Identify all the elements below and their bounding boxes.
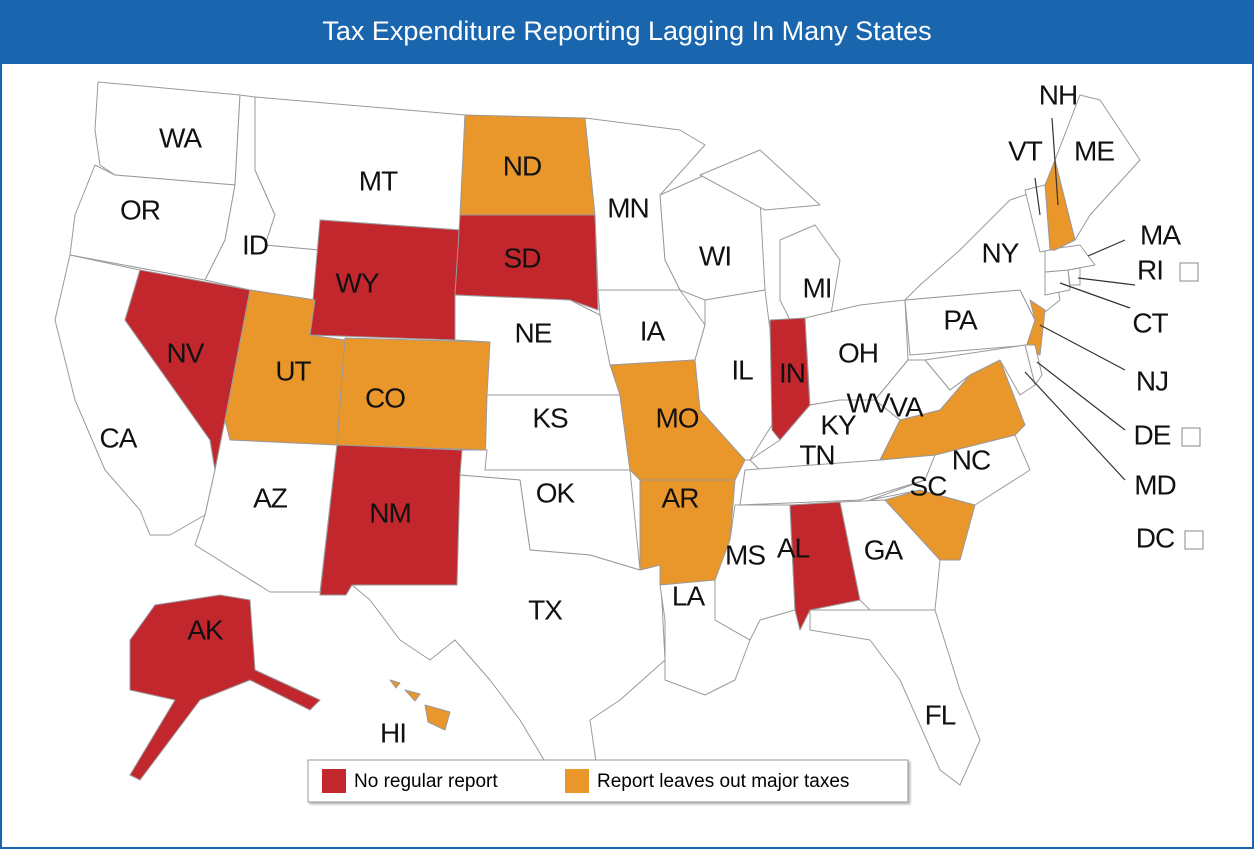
state-label: NE xyxy=(515,317,552,348)
state-label: WV xyxy=(846,387,890,418)
leader-line xyxy=(1024,371,1126,481)
state-shape xyxy=(1054,94,1141,241)
legend: No regular report Report leaves out majo… xyxy=(307,759,909,803)
state-label: FL xyxy=(925,699,956,730)
state-label: PA xyxy=(943,304,978,335)
state-label: OK xyxy=(536,477,576,508)
state-label: DE xyxy=(1134,419,1171,450)
state-shape xyxy=(424,704,451,731)
state-label: MI xyxy=(802,272,831,303)
leader-line xyxy=(1051,117,1059,206)
title: Tax Expenditure Reporting Lagging In Man… xyxy=(322,16,931,46)
state-label: AZ xyxy=(253,482,288,513)
state-label: LA xyxy=(672,580,706,611)
state-shape xyxy=(699,149,821,211)
state-label: TN xyxy=(799,439,834,470)
labels: WA OR CA NV ID MT WY UT CO AZ NM ND SD NE KS OK TX MN IA MO… xyxy=(100,79,1204,748)
state-label: KS xyxy=(532,402,568,433)
state-label: IN xyxy=(779,357,805,388)
legend-swatch xyxy=(565,769,589,793)
state-shape xyxy=(389,679,401,689)
state-label: SD xyxy=(504,242,541,273)
state-label: NJ xyxy=(1136,365,1168,396)
state-label: UT xyxy=(275,355,311,386)
state-label: MD xyxy=(1134,469,1176,500)
leader-line xyxy=(1036,361,1126,431)
state-label: MA xyxy=(1140,219,1181,250)
state-label: DC xyxy=(1136,522,1175,553)
state-label: NV xyxy=(167,337,205,368)
state-label: AK xyxy=(187,614,224,645)
state-shape xyxy=(1024,184,1051,253)
state-label: SC xyxy=(910,470,948,501)
state-label: KY xyxy=(820,409,857,440)
state-label: MN xyxy=(607,192,649,223)
state-label: ID xyxy=(242,229,268,260)
state-label: HI xyxy=(380,717,406,748)
state-shape xyxy=(869,434,1031,506)
state-shape xyxy=(194,419,338,593)
state-shape xyxy=(336,337,491,451)
state-shape xyxy=(809,609,981,786)
state-shape xyxy=(1044,269,1071,296)
state-label: AL xyxy=(777,532,810,563)
state-label: VA xyxy=(889,391,924,422)
leader-line xyxy=(1087,239,1126,257)
state-label: NC xyxy=(952,444,991,475)
state-shape xyxy=(404,689,421,702)
leader-line xyxy=(1039,324,1126,371)
state-shape xyxy=(309,219,461,341)
state-label: WA xyxy=(159,122,202,153)
state-label: CT xyxy=(1132,307,1168,338)
state-label: NY xyxy=(982,237,1020,268)
state-label: WY xyxy=(335,267,379,298)
state-label: ME xyxy=(1074,135,1114,166)
state-label: VT xyxy=(1008,135,1043,166)
state-label: WI xyxy=(699,240,731,271)
state-shape xyxy=(694,289,776,461)
state-label: IL xyxy=(731,354,753,385)
state-label: MT xyxy=(359,165,398,196)
state-label: IA xyxy=(640,315,666,346)
state-label: NH xyxy=(1039,79,1077,110)
small-state-box xyxy=(1184,530,1204,550)
states xyxy=(54,81,1141,791)
state-label: OR xyxy=(120,194,160,225)
legend-box xyxy=(307,759,909,803)
small-state-box xyxy=(1181,427,1201,447)
state-label: ND xyxy=(503,150,541,181)
state-label: MO xyxy=(655,402,698,433)
state-label: RI xyxy=(1137,254,1163,285)
state-label: TX xyxy=(528,594,563,625)
legend-swatch xyxy=(322,769,346,793)
state-label: CO xyxy=(365,382,405,413)
state-label: GA xyxy=(864,534,904,565)
state-label: MS xyxy=(725,539,765,570)
state-shape xyxy=(1044,244,1096,273)
leader-line xyxy=(1059,282,1131,309)
state-label: AR xyxy=(662,482,699,513)
small-state-box xyxy=(1179,262,1199,282)
state-shape xyxy=(454,214,599,311)
state-shape xyxy=(129,594,321,781)
leader-line xyxy=(1077,277,1136,286)
state-label: OH xyxy=(838,337,878,368)
title-bar xyxy=(0,0,1254,64)
state-label: CA xyxy=(100,422,138,453)
state-shape xyxy=(924,344,1036,396)
leader-line xyxy=(1034,177,1041,216)
legend-label: No regular report xyxy=(354,771,498,792)
legend-label: Report leaves out major taxes xyxy=(597,771,849,792)
state-label: NM xyxy=(369,497,411,528)
state-shape xyxy=(1067,267,1081,286)
